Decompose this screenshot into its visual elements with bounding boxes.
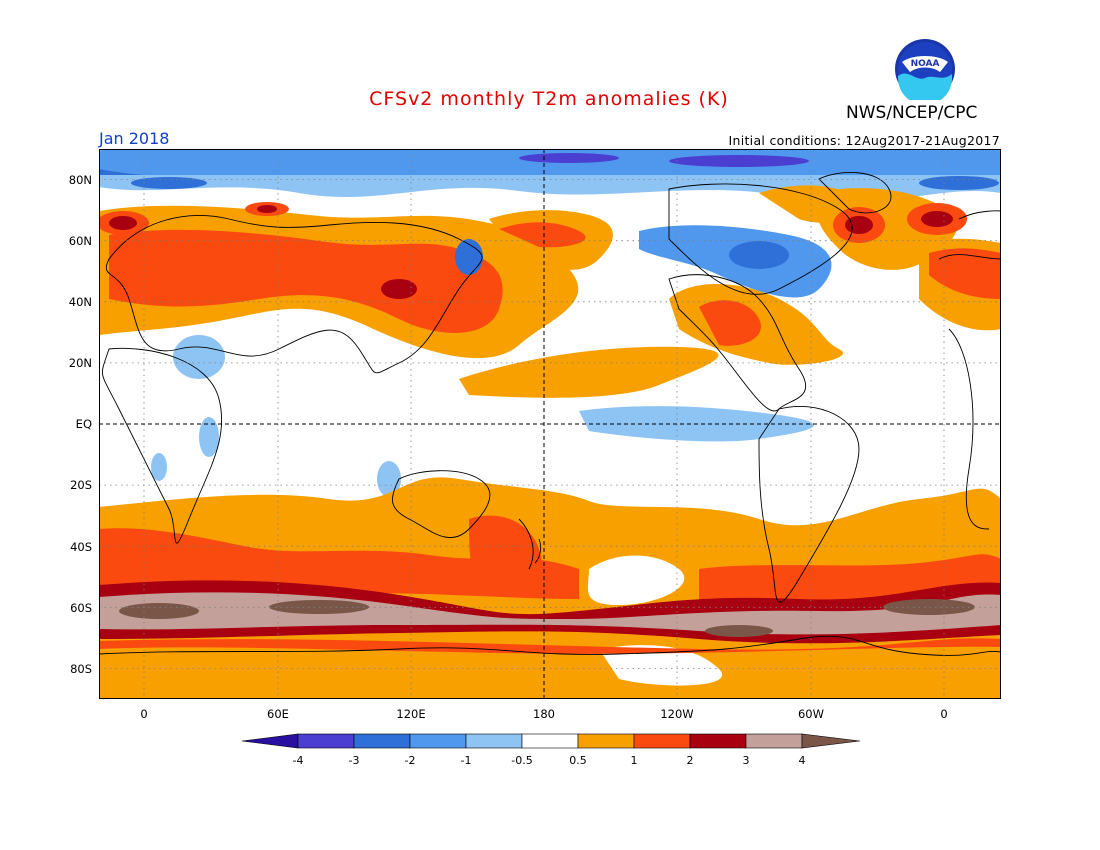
- page-title: CFSv2 monthly T2m anomalies (K): [369, 88, 729, 110]
- lat-label-20n: 20N: [68, 356, 92, 370]
- coastlines: [99, 171, 1001, 656]
- colorbar-level-label: 2: [687, 754, 694, 767]
- south-pacific-neutral-region: [587, 555, 723, 686]
- lat-label-40n: 40N: [68, 295, 92, 309]
- lon-label-0-west: 0: [140, 707, 148, 721]
- lon-label-180: 180: [533, 707, 555, 721]
- colorbar-level-label: 4: [799, 754, 806, 767]
- colorbar-swatch: [745, 733, 803, 749]
- lon-label-60w: 60W: [797, 707, 825, 721]
- eurasia-warm-anomaly-region: [99, 202, 579, 359]
- colorbar-swatch: [689, 733, 747, 749]
- colorbar-level-label: 1: [631, 754, 638, 767]
- colorbar-level-label: -1: [461, 754, 472, 767]
- initial-conditions-label: Initial conditions: 12Aug2017-21Aug2017: [728, 133, 1000, 148]
- north-america-cold-anomaly-region: [455, 225, 832, 298]
- temperature-anomaly-map: [99, 149, 1001, 699]
- colorbar-swatch: [521, 733, 579, 749]
- lon-label-120e: 120E: [396, 707, 426, 721]
- antarctic-strong-warm-band: [99, 580, 1001, 654]
- lat-label-40s: 40S: [70, 540, 92, 554]
- latitude-gridlines: [99, 179, 1001, 669]
- agency-label: NWS/NCEP/CPC: [846, 103, 978, 123]
- colorbar-swatch: [297, 733, 355, 749]
- colorbar-level-label: 0.5: [569, 754, 587, 767]
- lat-label-60n: 60N: [68, 234, 92, 248]
- colorbar-level-label: -3: [349, 754, 360, 767]
- colorbar-swatch: [241, 733, 299, 749]
- colorbar-level-label: 3: [743, 754, 750, 767]
- colorbar-legend: -4 -3 -2 -1 -0.5 0.5 1 2 3 4: [241, 733, 861, 767]
- colorbar-swatch: [465, 733, 523, 749]
- colorbar-swatch: [409, 733, 467, 749]
- north-pacific-warm-anomaly-region: [459, 210, 719, 398]
- noaa-logo: NOAA: [895, 39, 955, 100]
- lon-label-0-east: 0: [940, 707, 948, 721]
- north-atlantic-warm-anomaly-region: [815, 188, 1001, 331]
- lon-label-120w: 120W: [660, 707, 694, 721]
- valid-month-label: Jan 2018: [99, 129, 170, 148]
- logo-text: NOAA: [911, 59, 940, 69]
- colorbar-swatch: [633, 733, 691, 749]
- map-frame: [99, 149, 1001, 699]
- colorbar-swatch: [353, 733, 411, 749]
- lat-label-80s: 80S: [70, 662, 92, 676]
- colorbar-swatch: [577, 733, 635, 749]
- colorbar-level-label: -4: [293, 754, 304, 767]
- colorbar-level-label: -0.5: [511, 754, 532, 767]
- lon-label-60e: 60E: [267, 707, 289, 721]
- lat-label-60s: 60S: [70, 601, 92, 615]
- colorbar-swatch: [801, 733, 861, 749]
- arctic-cold-anomaly-region: [99, 149, 1001, 203]
- lat-label-80n: 80N: [68, 173, 92, 187]
- lat-label-eq: EQ: [75, 417, 92, 431]
- colorbar-level-label: -2: [405, 754, 416, 767]
- lat-label-20s: 20S: [70, 478, 92, 492]
